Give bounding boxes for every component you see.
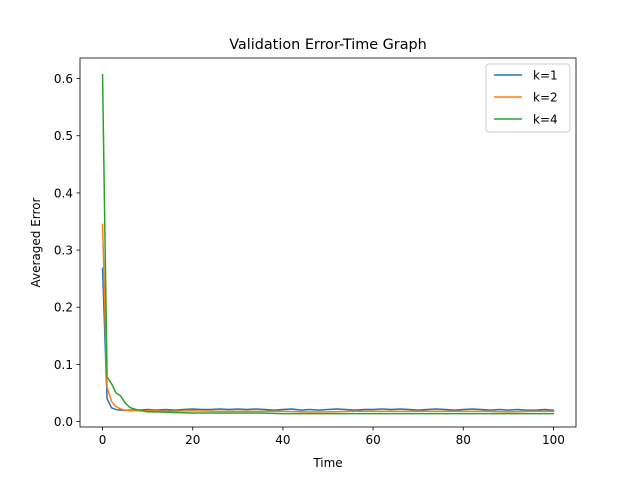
x-tick-label: 20: [185, 433, 200, 447]
y-tick-label: 0.1: [54, 358, 73, 372]
series-line-k4: [101, 73, 555, 415]
x-tick-label: 0: [99, 433, 107, 447]
y-axis-ticks: 0.0 0.1 0.2 0.3 0.4 0.5 0.6: [54, 72, 80, 429]
y-tick-label: 0.2: [54, 301, 73, 315]
y-tick-label: 0.5: [54, 129, 73, 143]
x-tick-label: 40: [275, 433, 290, 447]
legend-box: [485, 63, 571, 133]
y-axis-label: Averaged Error: [29, 197, 43, 287]
x-axis-label: Time: [312, 456, 342, 470]
y-tick-label: 0.4: [54, 186, 73, 200]
y-tick-label: 0.3: [54, 244, 73, 258]
x-tick-label: 60: [365, 433, 380, 447]
y-tick-label: 0.6: [54, 72, 73, 86]
legend-label: k=4: [533, 113, 558, 127]
legend-label: k=1: [533, 69, 558, 83]
y-tick-label: 0.0: [54, 415, 73, 429]
series-layer: [101, 73, 555, 415]
legend: k=1 k=2 k=4: [485, 63, 571, 133]
x-axis-ticks: 0 20 40 60 80 100: [99, 427, 565, 447]
x-tick-label: 80: [456, 433, 471, 447]
series-line-k1: [101, 267, 555, 411]
legend-label: k=2: [533, 91, 558, 105]
plot-area-frame: [79, 57, 577, 428]
x-tick-label: 100: [542, 433, 565, 447]
series-line-k2: [101, 223, 555, 413]
chart-title: Validation Error-Time Graph: [229, 37, 427, 53]
